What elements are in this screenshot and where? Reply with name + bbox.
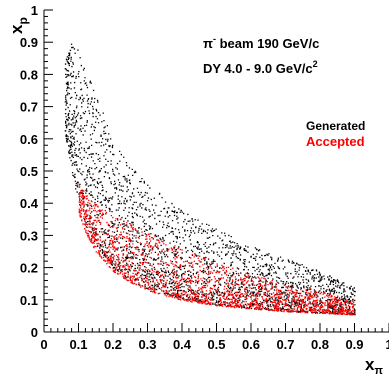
ticks-layer: 0 0.1 0.2 0.3 0.4 0.5 0.6 0.7 0.8 0.9 1 0 0.1 0.2 0.3 0… xyxy=(20,3,389,352)
y-tick-label: 0.7 xyxy=(20,100,38,115)
series-accepted-points xyxy=(78,184,356,316)
legend-accepted: Accepted xyxy=(306,134,365,149)
y-tick-label: 0.2 xyxy=(20,261,38,276)
x-axis-title-main: x xyxy=(365,355,375,374)
legend-generated: Generated xyxy=(306,119,365,133)
x-tick-label: 0.3 xyxy=(138,337,156,352)
dy-annotation: DY 4.0 - 9.0 GeV/c2 xyxy=(203,59,318,76)
x-axis-title: xπ xyxy=(365,355,383,375)
x-tick-label: 0.9 xyxy=(345,337,363,352)
y-axis-title-main: x xyxy=(7,24,26,34)
beam-annotation: π- beam 190 GeV/c xyxy=(203,34,319,51)
series-accepted-markers xyxy=(78,184,356,316)
dy-annotation-prefix: DY 4.0 - 9.0 GeV/c xyxy=(203,61,313,76)
y-tick-label: 0.8 xyxy=(20,67,38,82)
y-axis-title-sub: p xyxy=(16,17,30,24)
x-tick-label: 0.6 xyxy=(242,337,260,352)
y-tick-label: 0.1 xyxy=(20,293,38,308)
x-tick-label: 0.8 xyxy=(311,337,329,352)
y-tick-label: 0.3 xyxy=(20,228,38,243)
y-axis-title: xp xyxy=(7,17,30,34)
y-tick-label: 0 xyxy=(31,325,38,340)
x-axis-title-sub: π xyxy=(374,365,383,375)
x-tick-label: 0.4 xyxy=(173,337,192,352)
x-tick-label: 0.1 xyxy=(69,337,87,352)
x-tick-label: 0.7 xyxy=(276,337,294,352)
points-layer xyxy=(64,43,356,316)
x-tick-label: 0 xyxy=(40,337,47,352)
dy-annotation-sup: 2 xyxy=(313,59,318,69)
y-tick-label: 1 xyxy=(31,3,38,18)
beam-annotation-sup: - xyxy=(213,34,216,44)
y-tick-label: 0.4 xyxy=(20,196,39,211)
beam-annotation-prefix: π xyxy=(203,36,213,51)
y-tick-label: 0.5 xyxy=(20,164,38,179)
x-tick-label: 1 xyxy=(385,337,389,352)
beam-annotation-rest: beam 190 GeV/c xyxy=(216,36,319,51)
y-tick-label: 0.9 xyxy=(20,35,38,50)
y-tick-label: 0.6 xyxy=(20,132,38,147)
x-tick-label: 0.5 xyxy=(207,337,225,352)
x-tick-label: 0.2 xyxy=(104,337,122,352)
